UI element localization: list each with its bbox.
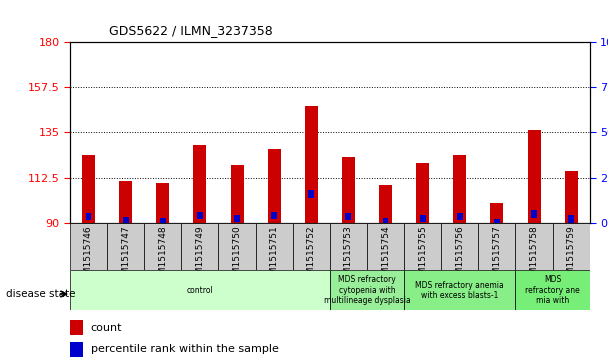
Text: GSM1515757: GSM1515757 — [492, 225, 502, 286]
Text: MDS refractory
cytopenia with
multilineage dysplasia: MDS refractory cytopenia with multilinea… — [323, 276, 410, 305]
Text: GSM1515746: GSM1515746 — [84, 225, 93, 286]
Bar — [160, 217, 165, 225]
Text: MDS refractory anemia
with excess blasts-1: MDS refractory anemia with excess blasts… — [415, 281, 504, 300]
Bar — [330, 270, 404, 310]
Bar — [478, 223, 516, 270]
Bar — [70, 320, 83, 335]
Bar — [255, 223, 292, 270]
Bar — [230, 165, 244, 223]
Bar — [268, 148, 281, 223]
Text: GDS5622 / ILMN_3237358: GDS5622 / ILMN_3237358 — [109, 24, 273, 37]
Bar — [70, 223, 107, 270]
Text: GSM1515754: GSM1515754 — [381, 225, 390, 286]
Bar — [156, 183, 169, 223]
Bar — [404, 223, 441, 270]
Text: GSM1515759: GSM1515759 — [567, 225, 576, 286]
Text: GSM1515749: GSM1515749 — [195, 225, 204, 286]
Text: MDS
refractory ane
mia with: MDS refractory ane mia with — [525, 276, 580, 305]
Bar — [454, 155, 466, 223]
Text: GSM1515756: GSM1515756 — [455, 225, 465, 286]
Bar — [568, 215, 574, 223]
Bar — [197, 212, 203, 219]
Bar — [330, 223, 367, 270]
Bar — [82, 155, 95, 223]
Bar — [305, 106, 318, 223]
Text: GSM1515747: GSM1515747 — [121, 225, 130, 286]
Bar — [308, 190, 314, 197]
Bar — [491, 203, 503, 223]
Text: GSM1515751: GSM1515751 — [269, 225, 278, 286]
Bar — [565, 171, 578, 223]
Bar — [123, 217, 128, 225]
Bar — [342, 157, 355, 223]
Bar — [70, 342, 83, 357]
Bar — [516, 223, 553, 270]
Bar — [382, 218, 389, 225]
Bar — [516, 270, 590, 310]
Bar — [292, 223, 330, 270]
Bar — [119, 181, 132, 223]
Bar — [144, 223, 181, 270]
Text: disease state: disease state — [6, 289, 75, 299]
Bar — [367, 223, 404, 270]
Bar — [379, 185, 392, 223]
Text: percentile rank within the sample: percentile rank within the sample — [91, 344, 278, 354]
Text: GSM1515753: GSM1515753 — [344, 225, 353, 286]
Bar — [181, 223, 218, 270]
Bar — [70, 270, 330, 310]
Bar — [441, 223, 478, 270]
Bar — [420, 215, 426, 222]
Bar — [528, 130, 541, 223]
Bar — [234, 215, 240, 222]
Bar — [271, 212, 277, 219]
Bar — [404, 270, 516, 310]
Text: count: count — [91, 323, 122, 333]
Text: GSM1515748: GSM1515748 — [158, 225, 167, 286]
Bar — [345, 213, 351, 220]
Bar — [494, 219, 500, 226]
Text: GSM1515750: GSM1515750 — [232, 225, 241, 286]
Text: GSM1515755: GSM1515755 — [418, 225, 427, 286]
Text: control: control — [187, 286, 213, 295]
Bar — [457, 213, 463, 220]
Bar — [553, 223, 590, 270]
Text: GSM1515752: GSM1515752 — [307, 225, 316, 286]
Text: GSM1515758: GSM1515758 — [530, 225, 539, 286]
Bar — [218, 223, 255, 270]
Bar — [86, 213, 91, 220]
Bar — [531, 210, 537, 217]
Bar — [107, 223, 144, 270]
Bar — [193, 144, 206, 223]
Bar — [416, 163, 429, 223]
